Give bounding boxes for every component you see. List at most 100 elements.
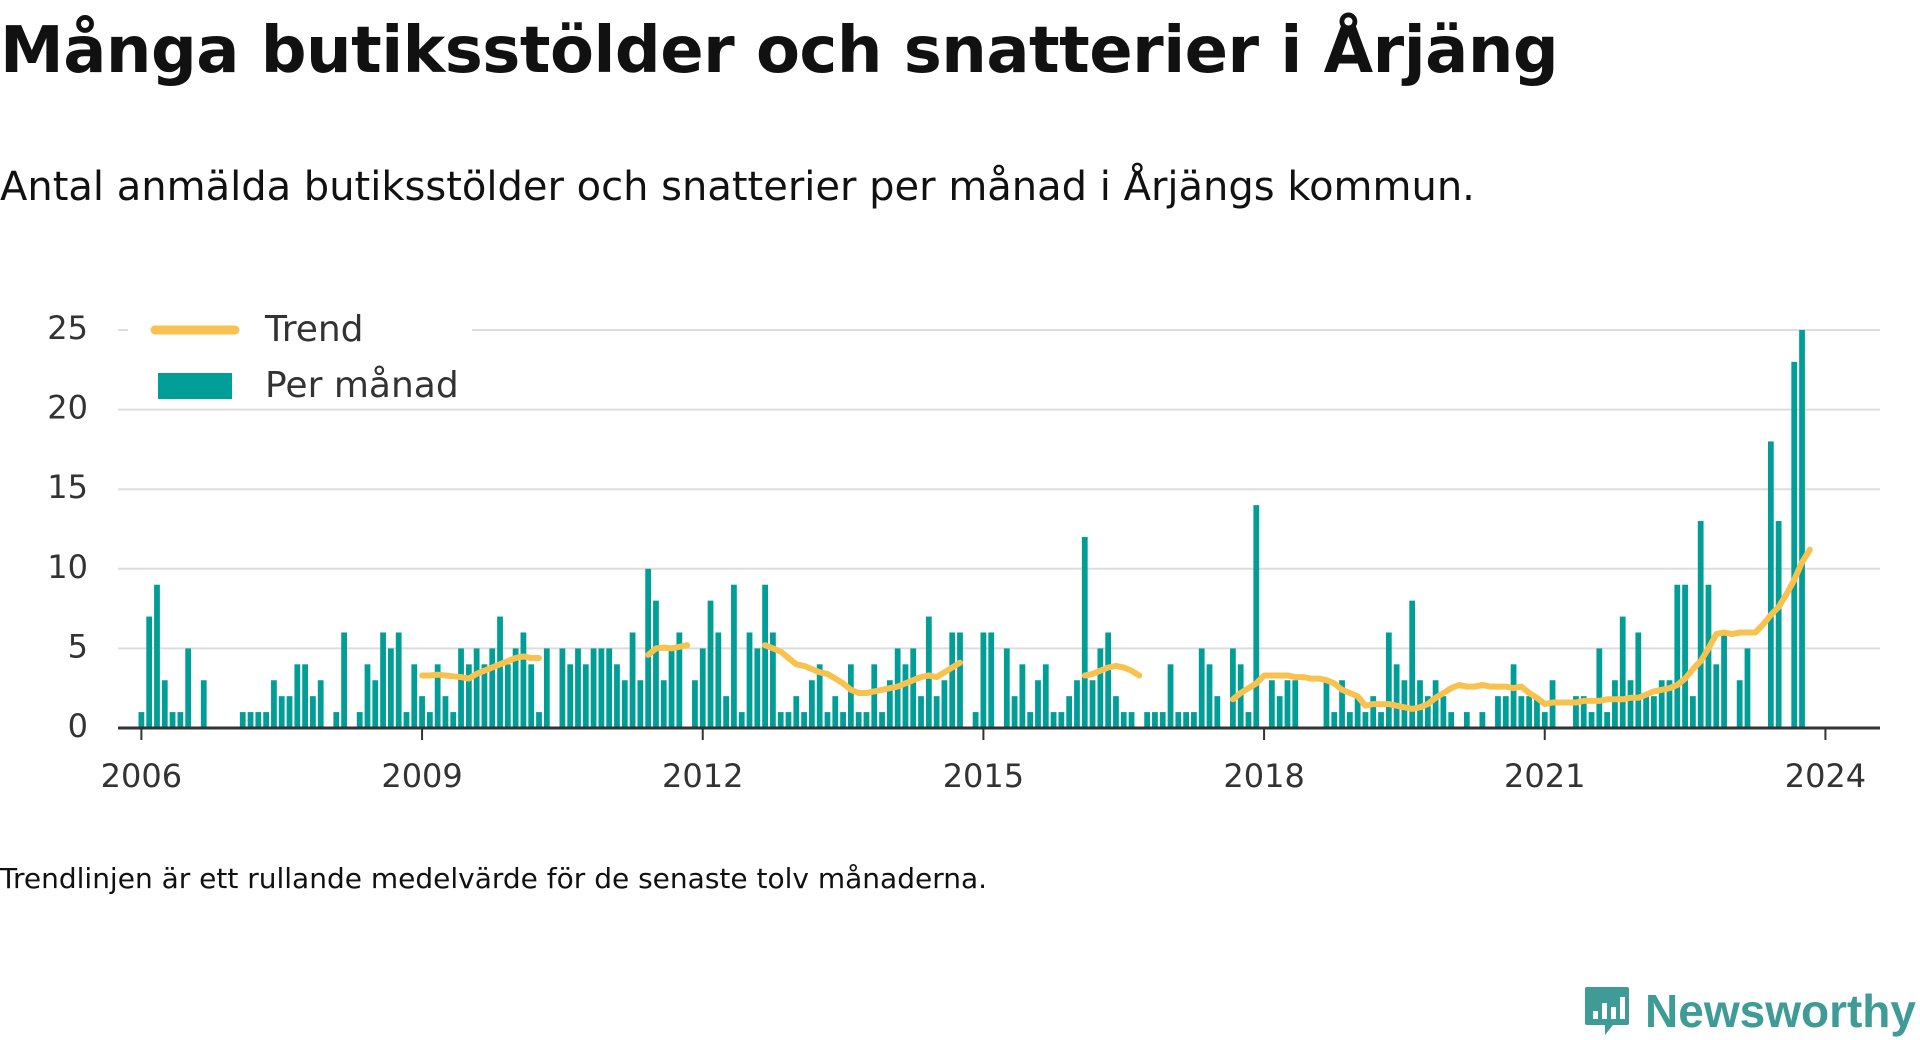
bar: [918, 696, 924, 728]
bar: [1019, 664, 1026, 728]
bar: [364, 664, 371, 728]
bar: [185, 648, 192, 728]
bar: [1346, 712, 1353, 728]
bar: [1292, 680, 1299, 728]
bar: [1105, 632, 1112, 728]
bar: [271, 680, 277, 728]
bar: [621, 680, 628, 728]
bar: [247, 712, 254, 728]
bar: [1580, 696, 1587, 728]
y-tick-label: 20: [47, 389, 88, 427]
bar: [1011, 696, 1018, 728]
bar: [754, 648, 761, 728]
brand-name: Newsworthy: [1645, 985, 1916, 1037]
bar: [629, 632, 636, 728]
bar: [1721, 632, 1727, 728]
bar: [1627, 680, 1634, 728]
bar: [278, 696, 285, 728]
bar: [933, 696, 940, 728]
bar: [1432, 680, 1439, 728]
bar: [138, 712, 145, 728]
trend-line: [1229, 546, 1813, 712]
bar: [255, 712, 262, 728]
bar: [489, 648, 496, 728]
bar: [1175, 712, 1182, 728]
bar: [1331, 712, 1338, 728]
bar: [1230, 648, 1236, 728]
bar: [855, 712, 862, 728]
bar: [543, 648, 550, 728]
bar: [1713, 664, 1720, 728]
bar: [1604, 712, 1611, 728]
bar: [863, 712, 870, 728]
bar: [426, 712, 433, 728]
bar: [1424, 696, 1431, 728]
bar: [925, 616, 932, 728]
bar: [606, 648, 613, 728]
bar: [1066, 696, 1073, 728]
bar: [1736, 680, 1743, 728]
bar: [1799, 330, 1805, 728]
bar: [1035, 680, 1041, 728]
bar: [590, 648, 597, 728]
bar: [1183, 712, 1189, 728]
bar: [1089, 680, 1096, 728]
bar: [1526, 696, 1533, 728]
bar: [1495, 696, 1501, 728]
bar: [419, 696, 425, 728]
bar: [1042, 664, 1049, 728]
bar: [1214, 696, 1221, 728]
y-tick-label: 15: [47, 468, 88, 506]
y-tick-label: 25: [47, 309, 88, 347]
bar: [1354, 696, 1361, 728]
axes: 0 5 10 15 20 25 2006 2009 2012 2015 2018 2021 2024: [47, 309, 1880, 790]
bar: [1050, 712, 1057, 728]
bar: [536, 712, 542, 728]
bar: [1253, 505, 1260, 728]
newsworthy-icon: [1585, 987, 1630, 1035]
bar: [1191, 712, 1197, 728]
bar: [582, 664, 589, 728]
bar: [676, 632, 683, 728]
bar: [1619, 616, 1626, 728]
bar: [941, 680, 948, 728]
bar: [1152, 712, 1158, 728]
bar: [1167, 664, 1174, 728]
bar: [497, 616, 503, 728]
bar: [980, 632, 987, 728]
bar: [723, 696, 730, 728]
bar: [1775, 521, 1782, 728]
bar: [824, 712, 831, 728]
bar: [653, 600, 659, 728]
bar: [1666, 680, 1673, 728]
brand-logo[interactable]: Newsworthy: [1583, 984, 1916, 1038]
bar: [1144, 712, 1151, 728]
trend-line: [1081, 662, 1143, 679]
bar: [699, 648, 706, 728]
bar: [1120, 712, 1127, 728]
bar: [1276, 696, 1283, 728]
bar: [738, 712, 745, 728]
bar: [372, 680, 379, 728]
bar: [809, 680, 815, 728]
y-tick-label: 0: [68, 707, 88, 745]
bar: [1339, 680, 1345, 728]
bar: [902, 664, 909, 728]
bar: [395, 632, 402, 728]
bar: [575, 648, 581, 728]
bar: [832, 696, 839, 728]
bar: [177, 712, 184, 728]
bar: [645, 568, 652, 728]
legend: Trend Per månad: [128, 290, 472, 408]
bar: [504, 664, 511, 728]
bar: [762, 584, 768, 728]
bar: [1635, 632, 1642, 728]
x-tick-label: 2012: [662, 757, 743, 790]
chart-title: Många butiksstölder och snatterier i Årj…: [0, 14, 1559, 88]
bar: [1448, 712, 1455, 728]
bar: [715, 632, 722, 728]
x-tick-label: 2015: [943, 757, 1024, 790]
bar: [707, 600, 714, 728]
bar: [403, 712, 410, 728]
bar: [1690, 696, 1696, 728]
